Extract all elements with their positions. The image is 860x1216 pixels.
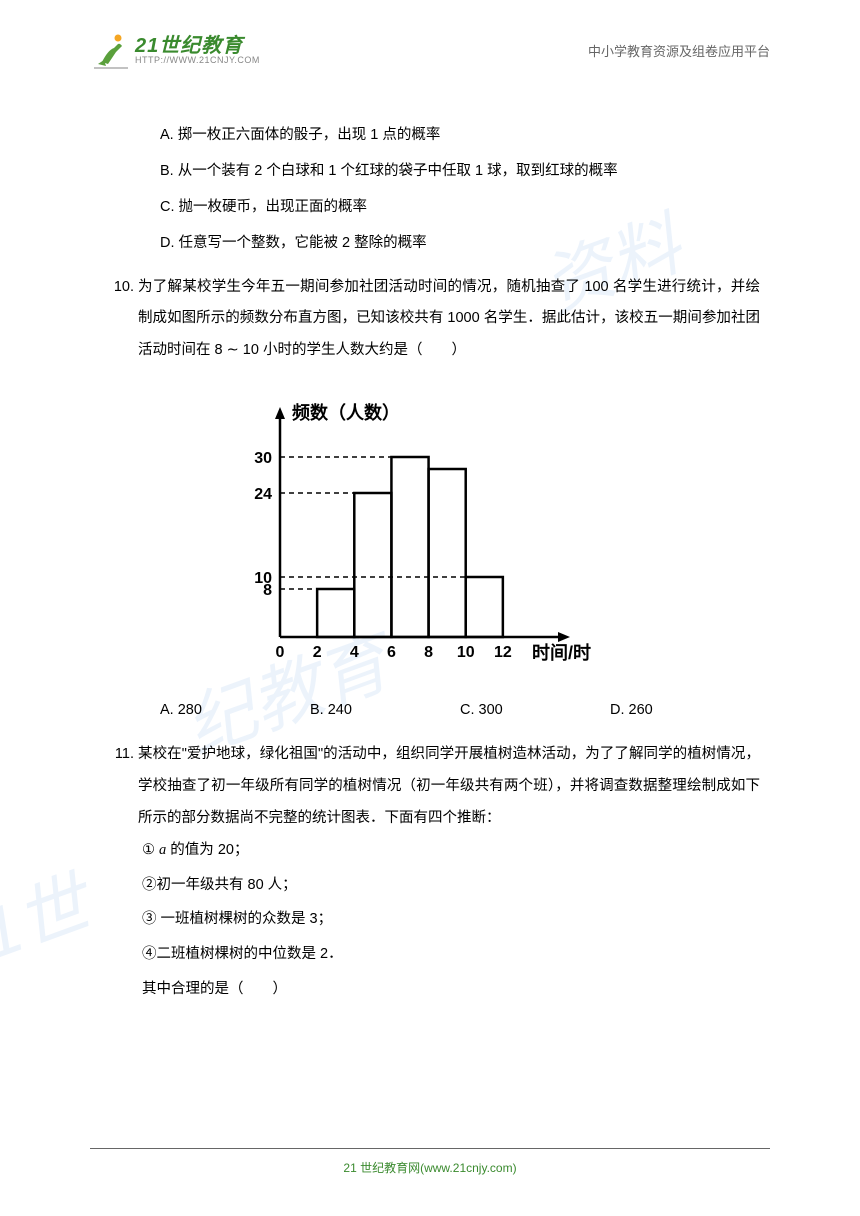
svg-text:24: 24	[254, 486, 272, 503]
page-footer: 21 世纪教育网(www.21cnjy.com)	[90, 1148, 770, 1176]
svg-text:6: 6	[387, 644, 396, 661]
q11-conclusion: 其中合理的是（ ）	[110, 974, 760, 1006]
q10-opt-a: A. 280	[160, 695, 310, 727]
svg-text:频数（人数）: 频数（人数）	[292, 402, 400, 423]
svg-text:时间/时: 时间/时	[532, 643, 591, 663]
q11-item1: ① a 的值为 20；	[110, 835, 760, 867]
header-right-text: 中小学教育资源及组卷应用平台	[588, 41, 770, 60]
option-b: B. 从一个装有 2 个白球和 1 个红球的袋子中任取 1 球，取到红球的概率	[110, 156, 760, 188]
svg-text:12: 12	[494, 644, 512, 661]
q11-item3: ③ 一班植树棵树的众数是 3；	[110, 904, 760, 936]
q10-number: 10.	[110, 272, 138, 368]
question-11: 11. 某校在"爱护地球，绿化祖国"的活动中，组织同学开展植树造林活动，为了了解…	[110, 739, 760, 835]
svg-text:2: 2	[313, 644, 322, 661]
logo-sub-text: HTTP://WWW.21CNJY.COM	[135, 56, 260, 65]
question-10: 10. 为了解某校学生今年五一期间参加社团活动时间的情况，随机抽查了 100 名…	[110, 272, 760, 368]
logo: 21世纪教育 HTTP://WWW.21CNJY.COM	[90, 30, 260, 70]
q10-opt-b: B. 240	[310, 695, 460, 727]
svg-text:4: 4	[350, 644, 359, 661]
svg-text:10: 10	[457, 644, 475, 661]
option-d: D. 任意写一个整数，它能被 2 整除的概率	[110, 228, 760, 260]
svg-text:8: 8	[424, 644, 433, 661]
q11-item4: ④二班植树棵树的中位数是 2．	[110, 939, 760, 971]
page-content: A. 掷一枚正六面体的骰子，出现 1 点的概率 B. 从一个装有 2 个白球和 …	[0, 80, 860, 1029]
q10-opt-d: D. 260	[610, 695, 760, 727]
svg-text:30: 30	[254, 450, 272, 467]
svg-text:0: 0	[276, 644, 285, 661]
q11-text: 某校在"爱护地球，绿化祖国"的活动中，组织同学开展植树造林活动，为了了解同学的植…	[138, 739, 760, 835]
page-header: 21世纪教育 HTTP://WWW.21CNJY.COM 中小学教育资源及组卷应…	[0, 0, 860, 80]
option-a: A. 掷一枚正六面体的骰子，出现 1 点的概率	[110, 120, 760, 152]
histogram-chart: 频数（人数）时间/时8102430024681012	[120, 387, 760, 680]
q11-item2: ②初一年级共有 80 人；	[110, 870, 760, 902]
svg-text:10: 10	[254, 570, 272, 587]
q10-text: 为了解某校学生今年五一期间参加社团活动时间的情况，随机抽查了 100 名学生进行…	[138, 272, 760, 368]
q11-number: 11.	[110, 739, 138, 835]
q10-options: A. 280 B. 240 C. 300 D. 260	[110, 695, 760, 727]
logo-main-text: 21世纪教育	[135, 36, 260, 56]
logo-icon	[90, 30, 130, 70]
q10-opt-c: C. 300	[460, 695, 610, 727]
option-c: C. 抛一枚硬币，出现正面的概率	[110, 192, 760, 224]
